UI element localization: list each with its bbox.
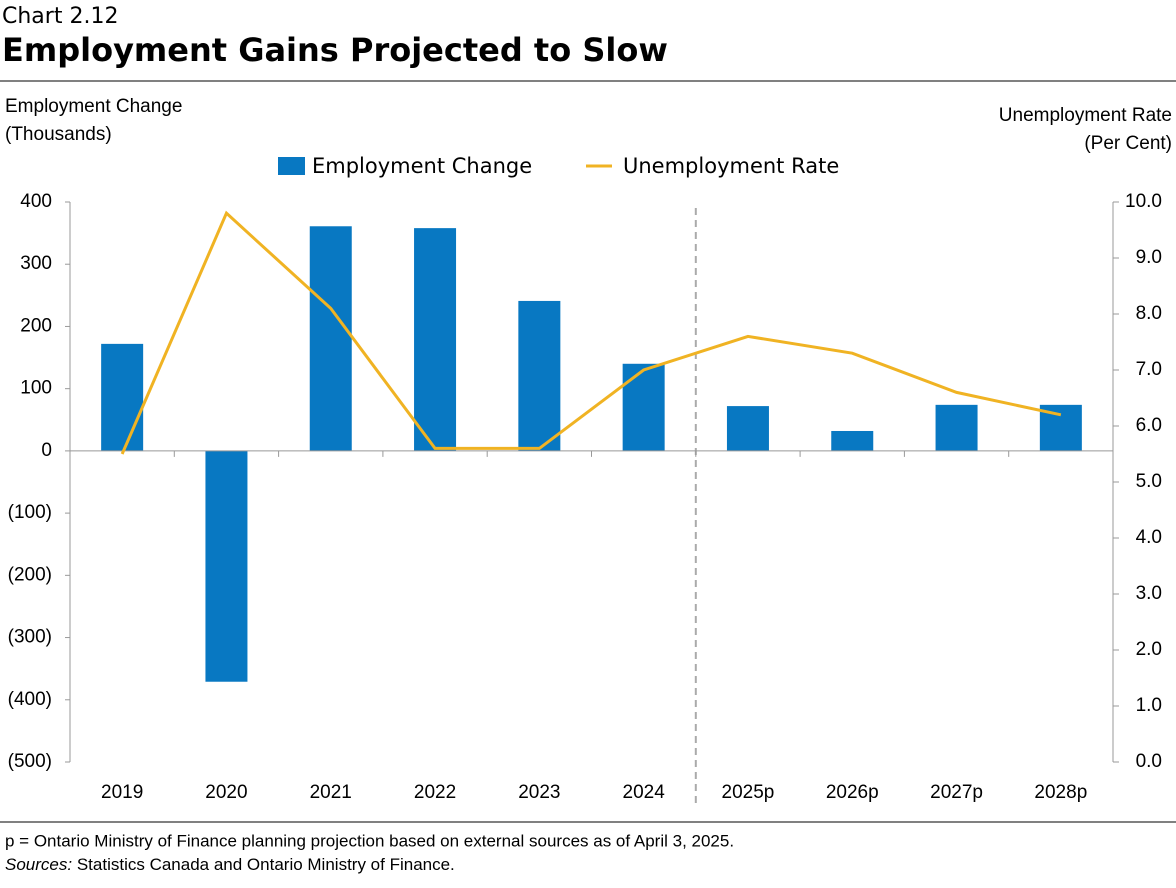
x-tick-label: 2024 [623, 782, 666, 803]
bar [414, 228, 457, 451]
bar [726, 406, 769, 451]
x-tick-label: 2027p [930, 782, 983, 803]
y-axis-title: (Thousands) [5, 124, 112, 145]
legend-label: Employment Change [312, 154, 532, 178]
y-axis-title: Employment Change [5, 96, 182, 117]
bar [622, 363, 665, 451]
x-tick-label: 2019 [101, 782, 143, 803]
y-tick-label: (200) [8, 564, 52, 585]
y2-tick-label: 1.0 [1136, 695, 1162, 716]
y2-axis-title: Unemployment Rate [999, 105, 1172, 126]
bar [935, 404, 978, 451]
x-tick-label: 2028p [1034, 782, 1087, 803]
legend-label: Unemployment Rate [623, 154, 839, 178]
y2-tick-label: 3.0 [1136, 583, 1162, 604]
bar [309, 226, 352, 451]
y2-tick-label: 10.0 [1125, 191, 1162, 212]
y-tick-label: (300) [8, 627, 52, 648]
bar [831, 430, 874, 451]
footnote: p = Ontario Ministry of Finance planning… [5, 831, 734, 850]
y2-tick-label: 7.0 [1136, 359, 1162, 380]
x-tick-label: 2025p [722, 782, 775, 803]
bar [518, 300, 561, 451]
x-tick-label: 2020 [205, 782, 247, 803]
y-tick-label: (100) [8, 502, 52, 523]
sources: Sources: Statistics Canada and Ontario M… [5, 855, 455, 874]
y2-tick-label: 2.0 [1136, 639, 1162, 660]
x-tick-label: 2026p [826, 782, 879, 803]
y-tick-label: 400 [20, 191, 52, 212]
bar [101, 343, 144, 451]
x-tick-label: 2022 [414, 782, 456, 803]
y-tick-label: 200 [20, 315, 52, 336]
chart-label: Chart 2.12 [2, 4, 118, 29]
y2-tick-label: 5.0 [1136, 471, 1162, 492]
y-tick-label: (400) [8, 689, 52, 710]
y2-tick-label: 9.0 [1136, 247, 1162, 268]
x-tick-label: 2023 [518, 782, 560, 803]
y2-tick-label: 6.0 [1136, 415, 1162, 436]
y-tick-label: 0 [41, 440, 52, 461]
y2-tick-label: 8.0 [1136, 303, 1162, 324]
chart-title: Employment Gains Projected to Slow [2, 31, 668, 69]
y2-tick-label: 0.0 [1136, 751, 1162, 772]
y-tick-label: (500) [8, 751, 52, 772]
x-tick-label: 2021 [310, 782, 352, 803]
sources-label: Sources: [5, 855, 72, 874]
bar [205, 450, 248, 682]
y2-axis-title: (Per Cent) [1084, 133, 1172, 154]
y-tick-label: 300 [20, 253, 52, 274]
line [120, 210, 1062, 455]
legend-swatch [278, 157, 305, 175]
y-tick-label: 100 [20, 378, 52, 399]
sources-text: Statistics Canada and Ontario Ministry o… [77, 855, 455, 874]
y2-tick-label: 4.0 [1136, 527, 1162, 548]
